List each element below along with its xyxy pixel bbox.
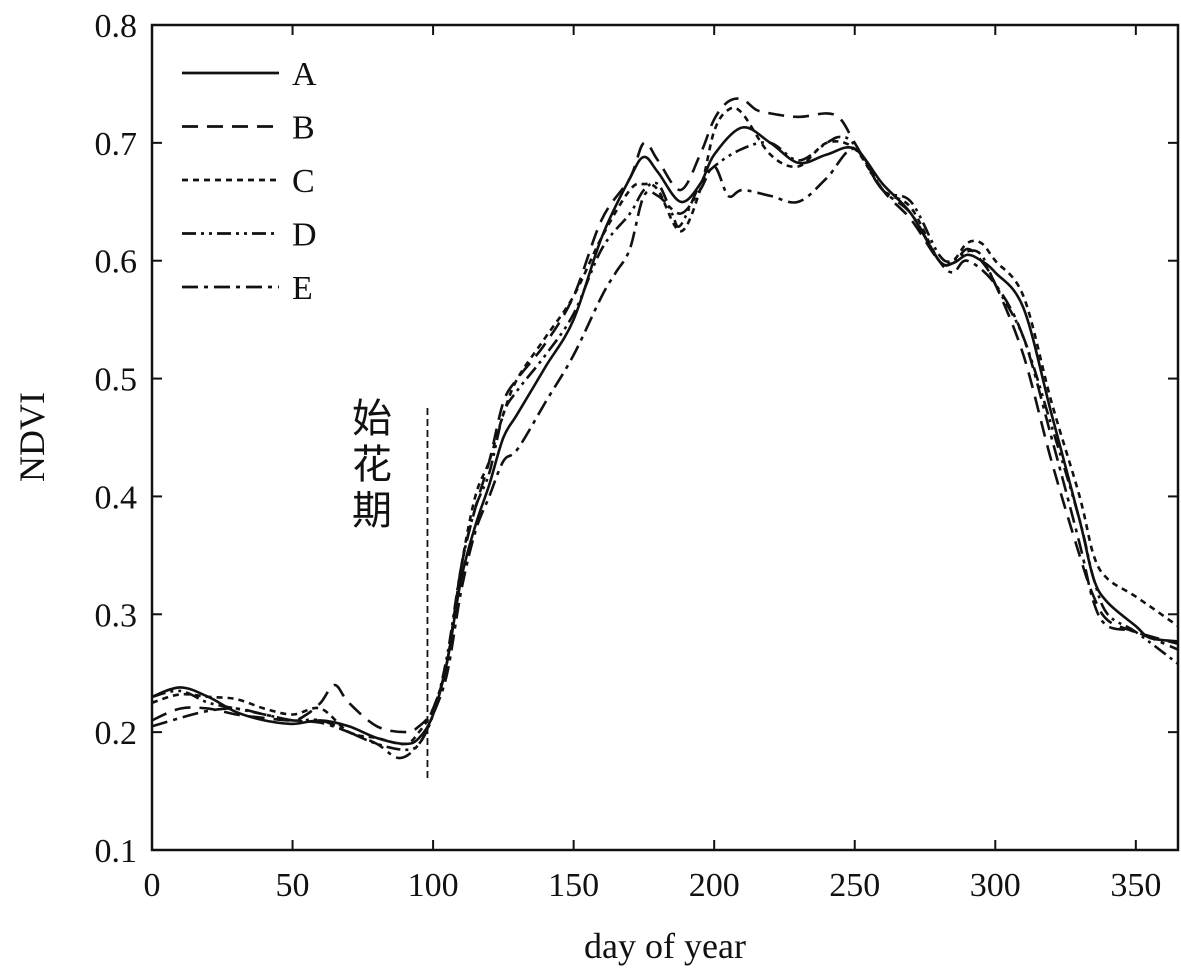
- y-tick-label: 0.5: [95, 362, 138, 399]
- series-line-c: [152, 106, 1178, 746]
- y-tick-label: 0.2: [95, 715, 138, 752]
- series-lines: [152, 97, 1178, 760]
- flowering-label: 始花期: [352, 396, 392, 534]
- x-axis-title: day of year: [584, 926, 746, 966]
- legend-label-e: E: [292, 270, 313, 307]
- plot-frame: [150, 23, 1180, 852]
- legend-label-b: B: [292, 110, 315, 147]
- x-tick-label: 200: [689, 867, 740, 904]
- series-line-d: [152, 135, 1178, 752]
- series-line-e: [152, 147, 1178, 760]
- flowering-annotation: 始花期: [352, 396, 429, 780]
- x-tick-label: 250: [829, 867, 880, 904]
- x-tick-label: 0: [144, 867, 161, 904]
- y-tick-label: 0.8: [95, 8, 138, 45]
- x-tick-label: 150: [548, 867, 599, 904]
- series-line-a: [152, 126, 1178, 746]
- legend-label-d: D: [292, 217, 317, 254]
- legend-label-a: A: [292, 56, 317, 93]
- series-line-b: [152, 97, 1178, 734]
- x-tick-label: 300: [970, 867, 1021, 904]
- x-tick-label: 100: [408, 867, 459, 904]
- x-tick-label: 50: [276, 867, 310, 904]
- y-tick-label: 0.4: [95, 479, 138, 516]
- y-axis-title: NDVI: [12, 392, 52, 482]
- axis-ticks: 0 50 100 150 200 250 300 350 0.1 0.2 0.3 0.4 0.5 0.6 0…: [95, 8, 1178, 904]
- y-tick-label: 0.3: [95, 597, 138, 634]
- y-tick-label: 0.6: [95, 244, 138, 281]
- x-tick-label: 350: [1110, 867, 1161, 904]
- y-tick-label: 0.7: [95, 126, 138, 163]
- y-tick-label: 0.1: [95, 833, 138, 870]
- legend-label-c: C: [292, 163, 315, 200]
